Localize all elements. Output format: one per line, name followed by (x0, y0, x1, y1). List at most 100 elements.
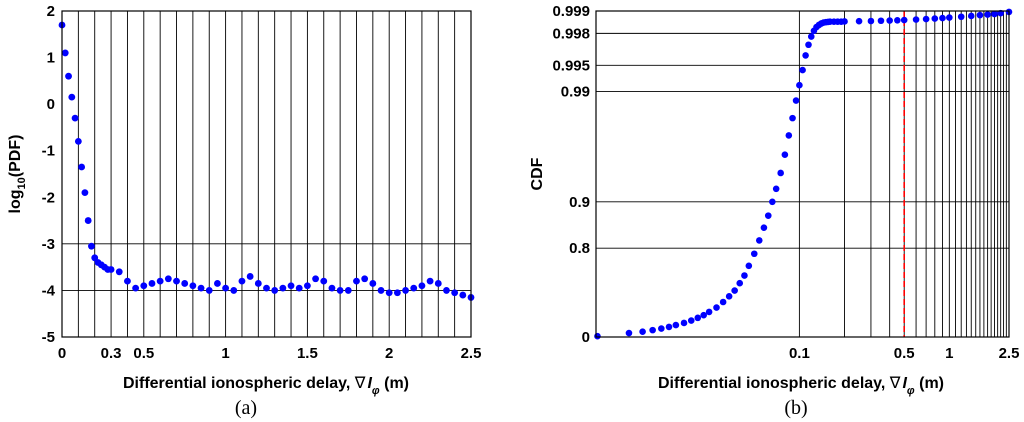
panel-b-data-point (741, 272, 748, 279)
panel-b-data-point (755, 237, 763, 244)
panel-a-y-tick-label: -4 (42, 282, 56, 299)
panel-a-data-point (434, 280, 442, 287)
panel-b-data-point (594, 332, 601, 340)
panel-a-data-point (88, 242, 95, 250)
panel-b-y-axis-label: CDF (529, 157, 546, 190)
panel-a-data-point (410, 284, 418, 292)
panel-b-data-point (680, 319, 688, 327)
panel-b-x-tick-label: 0.1 (789, 345, 810, 362)
panel-b-data-point (705, 308, 713, 316)
panel-b-y-tick-label: 0.999 (552, 3, 590, 20)
panel-a-data-point (459, 291, 467, 299)
panel-a-data-point (254, 280, 262, 287)
panel-b-y-ticks: 0 0.8 0.9 0.99 0.995 0.998 0.999 (552, 3, 590, 346)
panel-a-data-point (71, 114, 79, 122)
panel-b-x-axis-label: Differential ionospheric delay, ∇ Iφ (m) (658, 375, 944, 397)
panel-a-caption: (a) (235, 397, 257, 419)
panel-b-x-tick-label: 1 (945, 345, 953, 362)
panel-a-data-point (426, 277, 434, 285)
panel-a-data-point (74, 138, 82, 145)
panel-a-data-point (173, 277, 180, 285)
panel-a-y-tick-label: 1 (47, 50, 55, 67)
panel-b-y-tick-label: 0.8 (569, 240, 590, 257)
panel-b-data-point (658, 325, 665, 332)
panel-a-data-point (271, 287, 279, 294)
panel-a-data-point (132, 284, 140, 292)
panel-b-data-point (719, 298, 727, 306)
panel-b-plot-area (596, 11, 1009, 337)
panel-b-data-point (877, 17, 885, 25)
panel-b-data-point (855, 17, 863, 25)
panel-a-y-tick-label: 0 (47, 96, 55, 113)
panel-b-data-point (807, 33, 815, 40)
panel-a-x-axis-label: Differential ionospheric delay, ∇ Iφ (m) (123, 375, 409, 397)
panel-b-data-point (939, 14, 946, 22)
panel-b-data-point (984, 11, 991, 18)
panel-a-data-point (279, 284, 287, 292)
panel-b-grid (596, 11, 1009, 337)
panel-a-data-point (81, 189, 89, 197)
panel-b-data-point (625, 329, 633, 337)
panel-b-data-point (700, 311, 707, 319)
panel-a-data-point (181, 280, 189, 287)
panel-a-x-ticks: 0 0.3 0.5 1 1.5 2 2.5 (58, 345, 482, 362)
panel-b-data-point (976, 11, 984, 19)
panel-b-y-tick-label: 0.995 (552, 57, 590, 74)
panel-a-x-tick-label: 0.5 (133, 345, 154, 362)
panel-a-data-point (304, 282, 311, 290)
panel-b-data-point (713, 304, 720, 311)
panel-b-data-point (694, 314, 702, 322)
panel-b-data-point (802, 52, 809, 59)
panel-a-y-tick-label: -3 (42, 236, 55, 253)
panel-b-data-point (665, 323, 673, 331)
panel-b-data-point (799, 66, 806, 74)
panel-a-data-point (238, 277, 246, 285)
panel-b-y-tick-label: 0 (582, 329, 590, 346)
panel-a-data-point (84, 217, 92, 224)
panel-a-data-point (189, 282, 197, 290)
panel-a-chart: 0 0.3 0.5 1 1.5 2 2.5 -5 -4 -3 -2 -1 0 1 2 Differenti… (7, 3, 481, 419)
panel-b-data-point (781, 151, 789, 159)
panel-a-data-point (230, 287, 238, 294)
panel-b-data-point (639, 328, 646, 336)
panel-a-data-point (344, 287, 352, 294)
panel-b-points (594, 8, 1013, 340)
panel-b-data-point (867, 17, 875, 25)
panel-a-x-tick-label: 1.5 (297, 345, 318, 362)
panel-a-data-point (148, 280, 156, 287)
panel-b-data-point (796, 81, 803, 89)
panel-b-data-point (894, 16, 901, 24)
panel-a-data-point (107, 266, 115, 273)
panel-b-x-tick-label: 2.5 (999, 345, 1020, 362)
panel-b-data-point (777, 169, 784, 177)
panel-a-data-point (222, 284, 230, 292)
panel-b-data-point (769, 198, 776, 206)
panel-a-y-tick-label: -5 (42, 329, 55, 346)
panel-b-data-point (785, 132, 793, 139)
panel-b-caption: (b) (784, 397, 807, 419)
panel-a-data-point (328, 284, 336, 292)
panel-b-data-point (900, 16, 908, 24)
panel-b-chart: 0.1 0.5 1 2.5 0 0.8 0.9 0.99 0.995 0.998 0.999 Di… (529, 3, 1019, 419)
panel-a-data-point (246, 273, 254, 280)
panel-a-data-point (402, 287, 409, 294)
panel-a-data-point (295, 284, 303, 292)
panel-a-data-point (377, 287, 385, 294)
panel-b-data-point (764, 212, 772, 219)
panel-a-x-tick-label: 0 (58, 345, 66, 362)
panel-b-data-point (789, 114, 796, 122)
panel-a-x-tick-label: 2.5 (461, 345, 482, 362)
panel-b-data-point (931, 15, 939, 22)
panel-b-y-tick-label: 0.99 (561, 84, 590, 101)
panel-a-data-point (65, 72, 72, 80)
panel-a-data-point (287, 282, 295, 290)
panel-b-data-point (772, 185, 780, 193)
panel-a-data-point (418, 282, 426, 290)
panel-b-axes-frame (595, 10, 1010, 338)
panel-a-y-tick-label: 2 (47, 3, 55, 20)
panel-a-x-tick-label: 1 (221, 345, 229, 362)
panel-a-axes-frame (61, 10, 472, 338)
panel-a-data-point (164, 275, 172, 283)
panel-b-data-point (649, 326, 656, 334)
